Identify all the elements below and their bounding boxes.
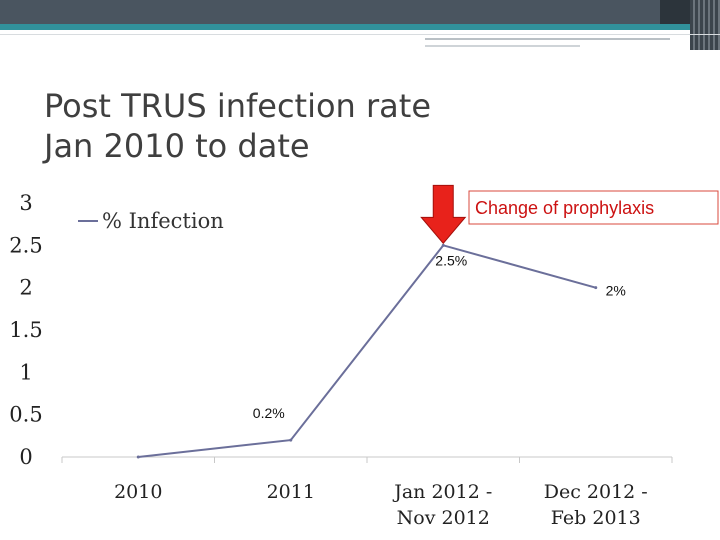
callout-box xyxy=(468,190,719,225)
x-tick-label-3: Dec 2012 - Feb 2013 xyxy=(544,481,648,529)
x-tick-label-3-line-0: Dec 2012 - xyxy=(544,481,648,503)
header-rule xyxy=(0,34,720,35)
series-line-0 xyxy=(138,244,597,458)
y-tick-label-5: 2.5 xyxy=(9,233,42,257)
data-point-1 xyxy=(289,438,293,442)
data-point-3 xyxy=(594,286,598,290)
data-label-2: 2.5% xyxy=(435,252,467,268)
x-tick-label-0: 2010 xyxy=(114,481,162,503)
x-tick-label-2-line-0: Jan 2012 - xyxy=(392,481,492,503)
slide-title: Post TRUS infection rate Jan 2010 to dat… xyxy=(44,86,644,166)
x-tick-label-1: 2011 xyxy=(267,481,315,503)
y-tick-label-4: 2 xyxy=(19,276,32,300)
x-tick-label-1-line-0: 2011 xyxy=(267,481,315,503)
x-tick-label-2-line-1: Nov 2012 xyxy=(397,507,490,529)
decorative-line-1 xyxy=(425,38,670,40)
x-tick-label-0-line-0: 2010 xyxy=(114,481,162,503)
data-label-3: 2% xyxy=(606,283,626,299)
data-point-2 xyxy=(441,243,445,247)
data-point-0 xyxy=(136,455,140,459)
slide-title-line-1: Post TRUS infection rate xyxy=(44,87,431,125)
x-axis: 2010 2011 Jan 2012 - Nov 2012 Dec 2012 - Feb … xyxy=(61,456,673,529)
x-tick-label-2: Jan 2012 - Nov 2012 xyxy=(392,481,492,529)
legend: % Infection xyxy=(78,209,224,233)
y-tick-label-0: 0 xyxy=(19,445,32,469)
data-label-1: 0.2% xyxy=(253,405,285,421)
callout-arrow-icon xyxy=(420,184,467,245)
legend-label: % Infection xyxy=(102,209,224,233)
y-tick-label-2: 1 xyxy=(19,360,32,384)
decorative-line-2 xyxy=(425,45,580,47)
series-group: 0.2% 2.5% 2% xyxy=(136,243,626,459)
header-corner-stripes xyxy=(690,0,720,50)
y-axis: 0 0.5 1 1.5 2 2.5 3 xyxy=(9,191,42,469)
x-tick-label-3-line-1: Feb 2013 xyxy=(551,507,641,529)
y-tick-label-6: 3 xyxy=(19,191,32,215)
slide-title-line-2: Jan 2010 to date xyxy=(44,127,310,165)
y-tick-label-3: 1.5 xyxy=(9,318,42,342)
callout-text: Change of prophylaxis xyxy=(475,198,654,218)
callout: Change of prophylaxis xyxy=(420,184,719,245)
header-accent-stripe xyxy=(0,24,720,30)
y-tick-label-1: 0.5 xyxy=(9,403,42,427)
